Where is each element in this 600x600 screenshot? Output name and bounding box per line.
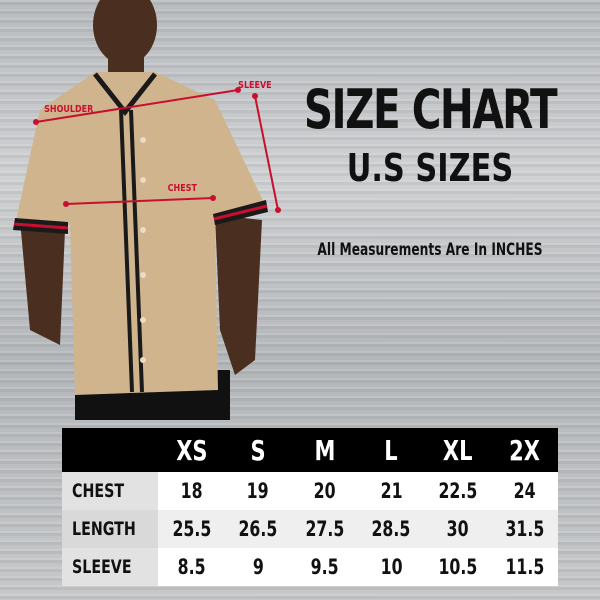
collar-piping	[93, 72, 157, 117]
cell-value: 27.5	[305, 517, 345, 541]
size-header-text: XS	[175, 433, 208, 467]
shoulder-label: SHOULDER	[44, 104, 94, 115]
table-cell: 31.5	[491, 510, 558, 548]
size-header: XS	[158, 428, 225, 472]
table-cell: 26.5	[224, 510, 292, 548]
table-cell: 19	[224, 472, 292, 510]
table-cell: 22.5	[424, 472, 492, 510]
chest-measure-line	[65, 197, 214, 205]
size-header-text: 2X	[509, 433, 541, 467]
cell-value: 22.5	[438, 479, 478, 503]
size-header: XL	[424, 428, 492, 472]
cell-value: 10	[380, 555, 403, 579]
table-cell: 20	[291, 472, 359, 510]
cell-value: 18	[180, 479, 203, 503]
size-header-text: M	[314, 433, 336, 467]
cell-value: 9	[252, 555, 264, 579]
right-cuff-stripe	[213, 204, 268, 221]
size-header: M	[291, 428, 359, 472]
cell-value: 26.5	[238, 517, 278, 541]
table-cell: 9	[224, 548, 292, 586]
cell-value: 21	[380, 479, 403, 503]
row-label: LENGTH	[62, 510, 159, 548]
row-label-text: CHEST	[72, 480, 125, 502]
table-cell: 10	[358, 548, 425, 586]
placket-piping	[119, 109, 144, 393]
table-row-length: LENGTH 25.5 26.5 27.5 28.5 30 31.5	[62, 510, 558, 548]
shirt	[15, 72, 265, 395]
cell-value: 8.5	[177, 555, 206, 579]
row-label-text: SLEEVE	[72, 556, 132, 578]
cell-value: 9.5	[310, 555, 339, 579]
shirt-buttons	[140, 137, 146, 363]
left-cuff-stripe	[13, 222, 69, 230]
table-cell: 24	[491, 472, 558, 510]
measure-endpoints	[33, 87, 281, 213]
sleeve-measure-line	[254, 95, 279, 211]
size-header-text: L	[384, 433, 399, 467]
size-chart-title: SIZE CHART	[230, 80, 600, 140]
size-table: XS S M L XL 2X CHEST 18 19 20 21 22.5 24…	[62, 428, 558, 586]
sleeve-label: SLEEVE	[238, 80, 272, 91]
size-header-text: XL	[443, 433, 473, 467]
size-chart-subtitle: U.S SIZES	[346, 146, 514, 190]
row-label: SLEEVE	[62, 548, 159, 586]
row-label-text: LENGTH	[72, 518, 136, 540]
table-cell: 11.5	[491, 548, 558, 586]
row-label: CHEST	[62, 472, 159, 510]
model-shirt-image	[13, 0, 281, 420]
size-header-text: S	[250, 433, 266, 467]
cell-value: 30	[447, 517, 469, 541]
size-header: 2X	[491, 428, 558, 472]
table-cell: 21	[358, 472, 425, 510]
cell-value: 19	[247, 479, 270, 503]
cell-value: 31.5	[505, 517, 545, 541]
size-header: S	[224, 428, 292, 472]
table-row-sleeve: SLEEVE 8.5 9 9.5 10 10.5 11.5	[62, 548, 558, 586]
table-cell: 8.5	[158, 548, 225, 586]
table-cell: 25.5	[158, 510, 225, 548]
table-cell: 9.5	[291, 548, 359, 586]
size-header: L	[358, 428, 425, 472]
cell-value: 25.5	[172, 517, 211, 541]
cell-value: 20	[313, 479, 336, 503]
table-row-chest: CHEST 18 19 20 21 22.5 24	[62, 472, 558, 510]
table-cell: 28.5	[358, 510, 425, 548]
size-chart-title-text: SIZE CHART	[303, 78, 558, 141]
size-header-row: XS S M L XL 2X	[62, 428, 558, 472]
table-cell: 30	[424, 510, 492, 548]
right-arm	[215, 215, 262, 375]
measurement-note: All Measurements Are In INCHES	[317, 240, 543, 260]
chest-label: CHEST	[167, 183, 197, 194]
cell-value: 10.5	[438, 555, 478, 579]
cell-value: 24	[513, 479, 536, 503]
shoulder-measure-line	[35, 89, 239, 123]
header-blank	[62, 428, 159, 472]
table-cell: 18	[158, 472, 225, 510]
cell-value: 28.5	[371, 517, 411, 541]
model-head	[93, 0, 157, 65]
table-cell: 10.5	[424, 548, 492, 586]
left-arm	[20, 220, 65, 345]
table-cell: 27.5	[291, 510, 359, 548]
cell-value: 11.5	[505, 555, 545, 579]
